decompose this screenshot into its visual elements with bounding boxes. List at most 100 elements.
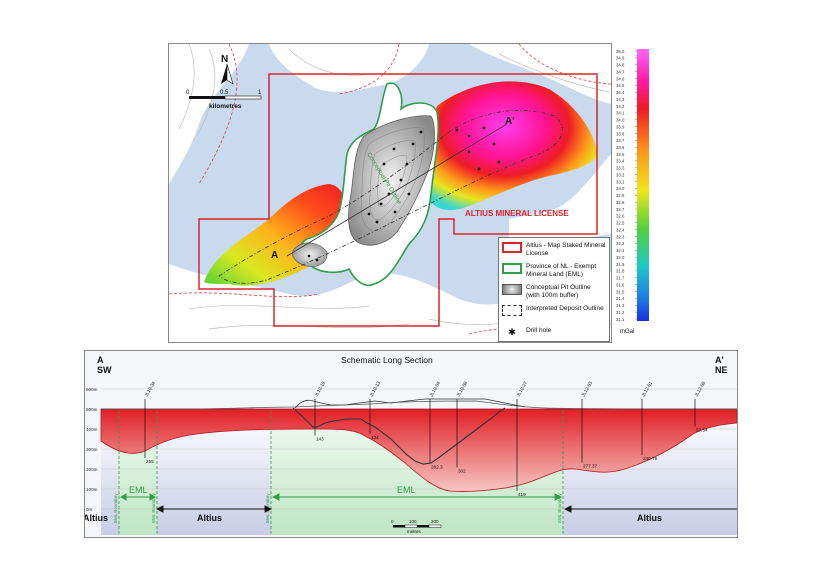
drill-hole-depth: 277.37	[583, 463, 597, 468]
colorbar-tick-label: 34.9	[616, 56, 625, 61]
colorbar-tick-label: 32.7	[616, 207, 625, 212]
elevation-label: 400m	[86, 427, 98, 432]
eml-boundaries	[118, 411, 564, 535]
colorbar-tick-label: 34.4	[616, 90, 625, 95]
colorbar-tick-label: 35.0	[616, 49, 625, 54]
colorbar-tick-label: 33.5	[616, 152, 625, 157]
section-end-a: A	[271, 250, 278, 261]
land-north	[269, 44, 429, 92]
colorbar-tick-label: 31.1	[616, 317, 625, 322]
section-right-end: A'	[715, 355, 724, 365]
gravity-colorbar: 35.0 34.9 34.8 34.7 34.6 34.5 34.4 34.3 34.2 34.1…	[615, 43, 655, 341]
section-title: Schematic Long Section	[341, 355, 433, 365]
colorbar-tick-label: 34.2	[616, 104, 625, 109]
drill-hole	[393, 210, 397, 214]
elevation-label: 600m	[86, 387, 98, 392]
drill-hole	[467, 134, 471, 138]
scale-unit: kilometres	[209, 103, 242, 110]
drill-hole	[411, 142, 415, 146]
drill-hole-depth: 302	[458, 468, 466, 473]
gravity-anomaly-east	[428, 81, 597, 211]
colorbar-tick-label: 34.7	[616, 69, 625, 74]
colorbar-tick-label: 33.2	[616, 172, 625, 177]
long-section: 600m 500m 400m 300m 200m 100m 0m JL10-34 255 JL1…	[84, 350, 738, 538]
drill-hole	[392, 147, 396, 151]
drill-hole	[399, 178, 403, 182]
colorbar-tick-label: 32.0	[616, 255, 625, 260]
colorbar-canvas: 35.0 34.9 34.834.7 34.6 34.5 34.4 34.3 34.2 34.1…	[616, 49, 649, 335]
colorbar-tick-label: 32.4	[616, 227, 625, 232]
land-northwest	[169, 44, 249, 184]
legend-item-drill: ✱ Drill hole	[502, 327, 606, 338]
drill-hole-depth: 134	[371, 435, 379, 440]
colorbar-tick-label: 31.2	[616, 310, 625, 315]
colorbar-tick-label: 33.9	[616, 124, 625, 129]
section-pit-buffer	[294, 398, 526, 409]
colorbar-tick-label: 32.3	[616, 234, 625, 239]
drill-hole-icon: ✱	[508, 326, 516, 337]
drill-hole-depth: 143	[316, 437, 324, 442]
colorbar-tick-label: 32.9	[616, 193, 625, 198]
zone-label-altius-west: Altius	[85, 513, 108, 523]
colorbar-tick-label: 34.8	[616, 63, 625, 68]
legend-item-deposit: Interpreted Deposit Outline	[502, 305, 606, 316]
license-label: ALTIUS MINERAL LICENSE	[465, 209, 569, 218]
topographic-surface	[101, 400, 737, 410]
north-arrow-icon: N	[221, 54, 234, 85]
elevation-label: 300m	[86, 447, 98, 452]
elevation-label: 0m	[86, 507, 93, 512]
north-label: N	[221, 54, 228, 65]
section-scale-200: 200	[431, 519, 439, 524]
drill-hole	[367, 212, 371, 216]
colorbar-tick-label: 33.6	[616, 145, 625, 150]
drill-hole	[387, 192, 391, 196]
land-east	[509, 154, 611, 244]
drill-hole	[419, 130, 423, 134]
mineral-body	[100, 408, 737, 492]
deposit-swatch-icon	[502, 305, 522, 316]
elevation-label: 100m	[86, 487, 98, 492]
zone-label-eml-small: EML	[129, 485, 148, 495]
colorbar-tick-label: 32.2	[616, 241, 625, 246]
colorbar-tick-label: 31.7	[616, 276, 625, 281]
elevation-label: 200m	[86, 467, 98, 472]
eml-boundary-label: EML Boundary	[113, 493, 118, 523]
drill-hole	[379, 202, 383, 206]
colorbar-ramp	[637, 49, 649, 321]
colorbar-tick-label: 34.0	[616, 118, 625, 123]
colorbar-tick-label: 31.6	[616, 282, 625, 287]
drill-hole-depth: 240.79	[643, 456, 657, 461]
map-scale-bar: 0 0.5 1 kilometres	[186, 90, 262, 110]
pit-outline-main	[348, 115, 435, 246]
colorbar-tick-label: 31.4	[616, 296, 625, 301]
eml-swatch-icon	[502, 263, 522, 274]
zone-label-altius-mid: Altius	[197, 513, 222, 523]
colorbar-tick-label: 31.3	[616, 303, 625, 308]
section-right-dir: NE	[715, 365, 728, 375]
drill-hole-depth: 97.54	[696, 428, 708, 433]
colorbar-tick-label: 34.6	[616, 76, 625, 81]
zone-label-altius-east: Altius	[637, 513, 662, 523]
drill-hole	[477, 167, 481, 171]
drill-hole	[405, 162, 409, 166]
section-scale-0: 0	[391, 519, 394, 524]
drill-hole	[497, 160, 501, 164]
colorbar-tick-label: 32.5	[616, 221, 625, 226]
drill-hole	[455, 128, 459, 132]
legend-item-license: Altius - Map Staked Mineral License	[502, 242, 606, 257]
drill-hole	[375, 220, 379, 224]
scale-tick-1: 0.5	[220, 90, 229, 96]
colorbar-tick-label: 33.8	[616, 131, 625, 136]
colorbar-tick-label: 32.6	[616, 214, 625, 219]
drill-hole	[482, 126, 486, 130]
colorbar-tick-label: 34.1	[616, 111, 625, 116]
section-left-dir: SW	[97, 365, 112, 375]
legend-item-pit: Conceptual Pit Outline (with 100m buffer…	[502, 284, 606, 299]
plan-map: A A' Conceptual Pit Outline	[168, 43, 612, 343]
drill-hole-depth: 255	[146, 459, 154, 464]
section-end-a-prime: A'	[505, 116, 515, 127]
scale-tick-2: 1	[258, 90, 262, 96]
license-outline	[198, 73, 598, 327]
drill-hole	[315, 258, 319, 262]
